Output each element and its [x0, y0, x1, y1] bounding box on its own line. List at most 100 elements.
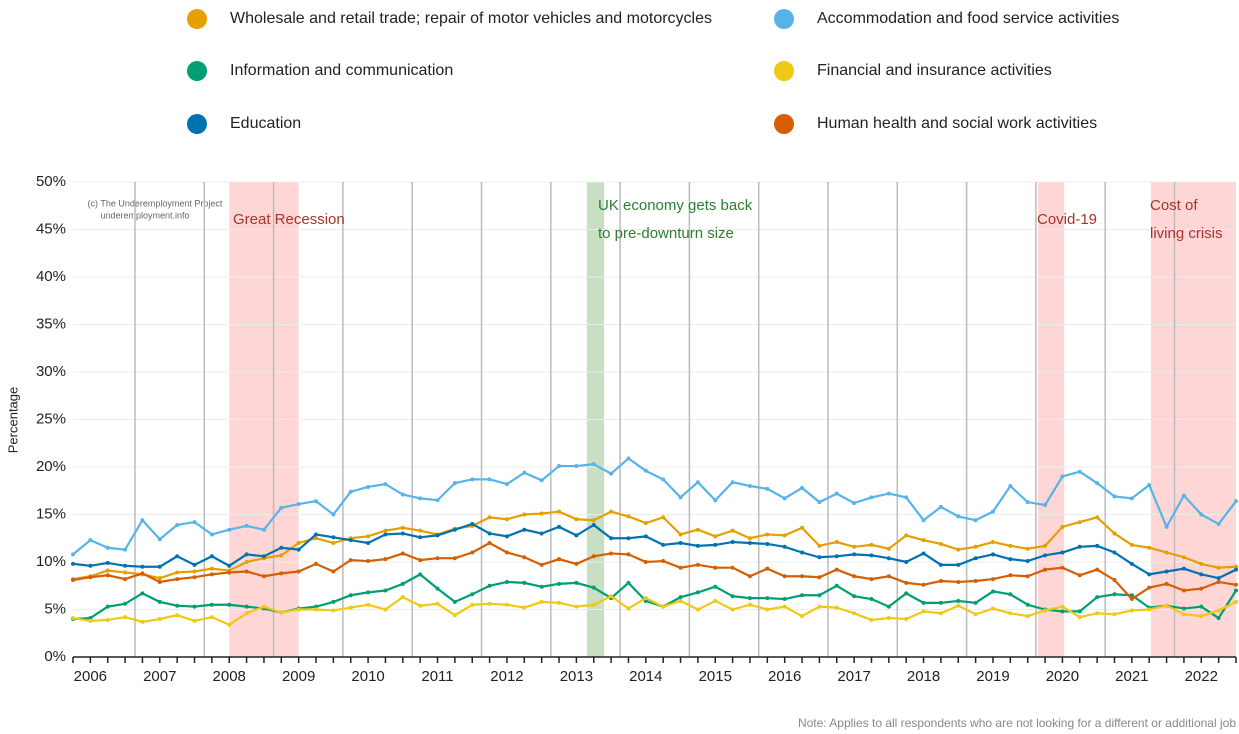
x-tick-label: 2018	[907, 668, 940, 685]
data-point	[1112, 612, 1117, 617]
legend-label: Accommodation and food service activitie…	[817, 10, 1119, 27]
data-point	[261, 604, 266, 609]
x-tick-label: 2016	[768, 668, 801, 685]
data-point	[400, 551, 405, 556]
data-point	[1008, 611, 1013, 616]
legend-label: Human health and social work activities	[817, 115, 1097, 132]
data-point	[643, 596, 648, 601]
data-point	[1025, 574, 1030, 579]
data-point	[800, 574, 805, 579]
data-point	[747, 574, 752, 579]
series-line	[72, 573, 1237, 621]
annotation: to pre-downturn size	[598, 225, 734, 242]
data-point	[921, 518, 926, 523]
data-point	[400, 525, 405, 530]
data-point	[1025, 546, 1030, 551]
data-point	[765, 566, 770, 571]
data-point	[609, 471, 614, 476]
x-tick-label: 2011	[421, 668, 453, 685]
data-point	[661, 542, 666, 547]
data-point	[296, 569, 301, 574]
data-point	[834, 491, 839, 496]
data-point	[452, 527, 457, 532]
data-point	[1164, 603, 1169, 608]
data-point	[296, 502, 301, 507]
data-point	[105, 560, 110, 565]
data-point	[1164, 524, 1169, 529]
data-point	[539, 531, 544, 536]
data-point	[800, 485, 805, 490]
data-point	[400, 531, 405, 536]
data-point	[765, 607, 770, 612]
data-point	[1008, 592, 1013, 597]
data-point	[192, 604, 197, 609]
data-point	[938, 541, 943, 546]
data-point	[522, 605, 527, 610]
data-point	[1112, 550, 1117, 555]
data-point	[452, 599, 457, 604]
data-point	[626, 552, 631, 557]
data-point	[1199, 561, 1204, 566]
data-point	[834, 583, 839, 588]
data-point	[574, 533, 579, 538]
data-point	[938, 611, 943, 616]
data-point	[1234, 564, 1238, 569]
data-point	[470, 550, 475, 555]
data-point	[1008, 543, 1013, 548]
y-tick-label: 5%	[44, 600, 66, 617]
data-point	[1043, 543, 1048, 548]
data-point	[140, 518, 145, 523]
x-tick-label: 2015	[699, 668, 732, 685]
data-point	[956, 598, 961, 603]
data-point	[747, 602, 752, 607]
data-point	[800, 525, 805, 530]
data-point	[643, 534, 648, 539]
data-point	[175, 570, 180, 575]
data-point	[71, 578, 75, 583]
data-point	[123, 563, 128, 568]
data-point	[817, 543, 822, 548]
data-point	[1234, 499, 1238, 504]
annotation: UK economy gets back	[598, 197, 753, 214]
data-point	[71, 561, 75, 566]
data-point	[175, 522, 180, 527]
data-point	[175, 613, 180, 618]
data-point	[869, 495, 874, 500]
data-point	[140, 564, 145, 569]
data-point	[886, 574, 891, 579]
data-point	[713, 584, 718, 589]
series	[71, 541, 1238, 602]
data-point	[886, 491, 891, 496]
data-point	[279, 553, 284, 558]
data-point	[886, 604, 891, 609]
data-point	[1025, 559, 1030, 564]
annotation: Great Recession	[233, 211, 345, 228]
data-point	[574, 561, 579, 566]
y-tick-label: 15%	[36, 505, 66, 522]
data-point	[834, 605, 839, 610]
data-point	[1060, 524, 1065, 529]
data-point	[852, 594, 857, 599]
data-point	[852, 544, 857, 549]
data-point	[1060, 474, 1065, 479]
data-point	[713, 565, 718, 570]
data-point	[452, 556, 457, 561]
data-point	[1043, 567, 1048, 572]
data-point	[1181, 588, 1186, 593]
data-point	[279, 505, 284, 510]
data-point	[990, 589, 995, 594]
data-point	[1216, 576, 1221, 581]
data-point	[470, 477, 475, 482]
data-point	[383, 528, 388, 533]
x-tick-label: 2021	[1115, 668, 1148, 685]
data-point	[713, 598, 718, 603]
data-point	[678, 598, 683, 603]
data-point	[296, 607, 301, 612]
data-point	[105, 573, 110, 578]
data-point	[904, 495, 909, 500]
data-point	[886, 616, 891, 621]
data-point	[504, 517, 509, 522]
data-point	[1199, 572, 1204, 577]
data-point	[504, 550, 509, 555]
data-point	[591, 518, 596, 523]
